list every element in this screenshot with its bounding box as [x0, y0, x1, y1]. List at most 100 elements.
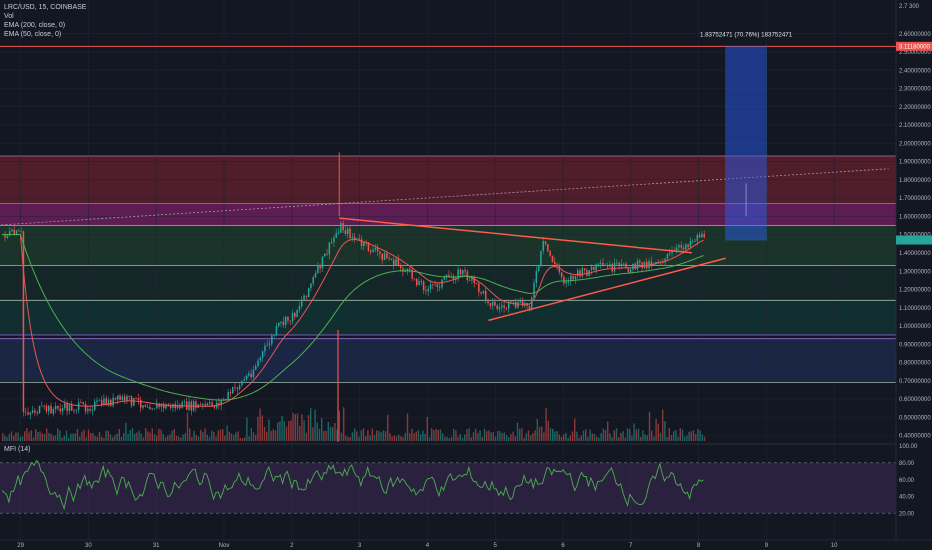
volume-bar — [389, 433, 391, 441]
volume-bar — [402, 437, 404, 441]
volume-bar — [486, 431, 488, 441]
target-label: 1.83752471 (70.76%) 183752471 — [700, 31, 793, 38]
volume-bar — [633, 423, 635, 441]
candle — [602, 262, 604, 266]
candle — [43, 405, 45, 407]
candle — [393, 259, 395, 265]
candle — [505, 307, 508, 309]
volume-bar — [477, 432, 479, 441]
volume-bar — [208, 436, 211, 441]
volume-bar — [158, 428, 160, 441]
volume-bar — [578, 437, 580, 441]
candle — [618, 262, 620, 266]
volume-bar — [479, 430, 481, 441]
candle — [213, 405, 216, 408]
volume-bar — [657, 423, 659, 441]
candle — [6, 235, 9, 238]
volume-bar — [688, 431, 690, 441]
candle — [372, 249, 374, 252]
x-tick-label-6: 4 — [426, 543, 430, 549]
y-tick-label-19: 2.30000000 — [899, 87, 931, 93]
volume-bar — [530, 435, 532, 441]
candle — [370, 250, 372, 252]
volume-bar — [668, 427, 670, 441]
volume-bar — [61, 437, 63, 441]
volume-bar — [637, 428, 640, 441]
volume-bar — [90, 433, 92, 441]
candle — [466, 271, 469, 281]
candle — [41, 405, 43, 407]
y-tick-label-20: 2.40000000 — [899, 68, 931, 74]
volume-bar — [92, 433, 94, 441]
candle — [314, 272, 317, 278]
candle — [703, 233, 705, 237]
candle — [330, 242, 333, 243]
volume-bar — [646, 435, 648, 441]
volume-bar — [681, 429, 684, 441]
candle — [496, 305, 498, 310]
candle — [356, 238, 358, 240]
volume-bar — [219, 429, 222, 441]
x-tick-label-3: Nov — [219, 543, 230, 549]
candle — [627, 268, 630, 273]
candle — [634, 263, 636, 270]
volume-bar — [393, 435, 395, 441]
candle — [351, 236, 354, 239]
volume-bar — [169, 434, 171, 441]
candle — [482, 290, 485, 294]
volume-bar — [490, 432, 492, 441]
candle — [616, 262, 618, 264]
x-tick-label-2: 31 — [153, 543, 160, 549]
candle — [342, 223, 344, 231]
volume-bar — [288, 421, 290, 441]
dotted-trendline — [0, 168, 889, 226]
candle — [363, 242, 365, 246]
candle — [386, 253, 388, 259]
volume-bar — [140, 433, 142, 441]
candle — [512, 301, 515, 303]
candle — [347, 228, 349, 234]
candle — [533, 283, 535, 298]
candle — [142, 405, 144, 408]
volume-bar — [662, 409, 664, 441]
candle — [388, 258, 390, 260]
volume-bar — [686, 435, 688, 441]
volume-bar — [409, 432, 411, 441]
volume-bar — [367, 430, 369, 441]
volume-bar — [406, 413, 409, 441]
volume-bar — [303, 420, 305, 441]
volume-bar — [347, 436, 349, 441]
candle — [280, 321, 282, 323]
volume-bar — [217, 430, 219, 441]
volume-bar — [576, 431, 578, 441]
candle — [312, 277, 314, 284]
volume-bar — [248, 436, 250, 441]
candle — [206, 403, 209, 406]
candle — [137, 398, 140, 401]
volume-bar — [677, 436, 679, 441]
volume-bar — [492, 432, 494, 441]
volume-bar — [30, 430, 32, 441]
volume-bar — [52, 435, 54, 441]
volume-bar — [384, 431, 387, 441]
candle — [34, 410, 36, 413]
candle — [25, 411, 27, 413]
candle — [508, 301, 510, 309]
y-tick-label-top: 2.7 300 — [899, 4, 920, 10]
volume-bar — [109, 434, 112, 441]
candle — [87, 408, 89, 412]
candle — [473, 276, 475, 283]
volume-bar — [461, 437, 464, 441]
volume-bar — [230, 433, 233, 441]
volume-bar — [299, 425, 301, 441]
volume-bar — [48, 433, 50, 441]
candle — [8, 231, 11, 236]
candle — [310, 283, 312, 289]
volume-bar — [134, 433, 136, 441]
candle — [570, 275, 572, 282]
candle — [248, 373, 250, 376]
volume-bar — [87, 429, 90, 441]
candle — [75, 409, 78, 411]
candle — [556, 264, 558, 267]
